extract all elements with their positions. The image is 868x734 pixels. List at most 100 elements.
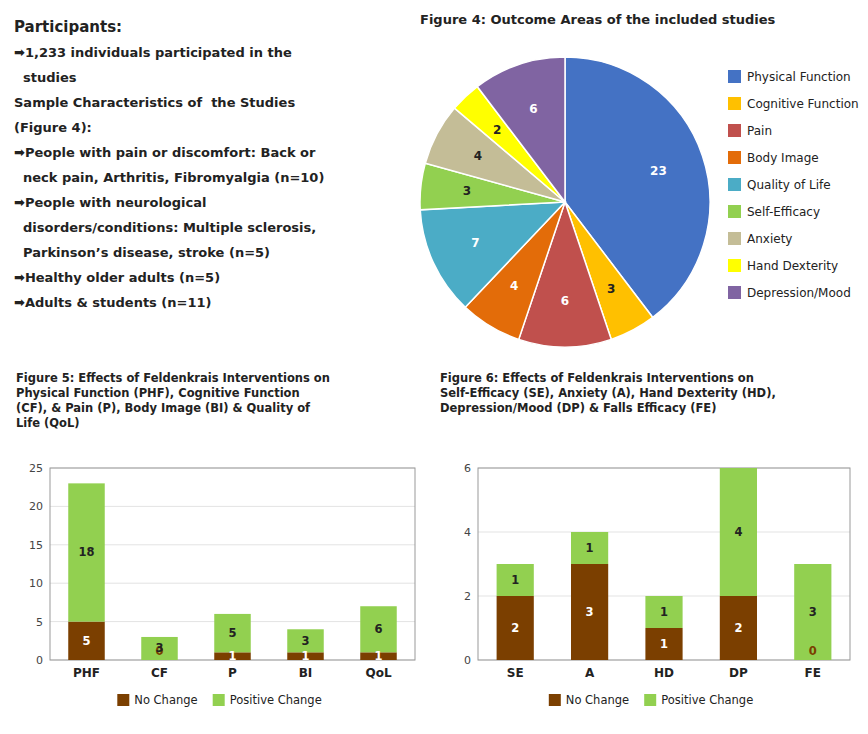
legend-entry: No Change [566, 693, 629, 707]
category-label: P [228, 666, 237, 680]
legend-swatch [644, 694, 656, 706]
data-label: 3 [607, 282, 615, 296]
data-label: 1 [301, 649, 309, 663]
legend-swatch [728, 232, 741, 245]
title-line: (CF), & Pain (P), Body Image (BI) & Qual… [16, 401, 311, 415]
annotation: neck pain, Arthritis, Fibromyalgia (n=10… [14, 170, 324, 185]
data-label: 4 [510, 279, 518, 293]
pie-slice [477, 57, 565, 202]
bar-segment [497, 564, 534, 596]
pie-slice [420, 202, 565, 307]
legend-swatch [117, 694, 129, 706]
figure: Participants:➡1,233 individuals particip… [0, 0, 868, 734]
y-ticks: 0 2 4 6 [464, 462, 471, 667]
x-ticks: SEAHDDPFE [507, 666, 821, 680]
bar-segment [571, 532, 608, 564]
annotation: ➡People with neurological [14, 195, 207, 210]
pie-chart: Participants:➡1,233 individuals particip… [14, 12, 859, 347]
bar-segment [720, 468, 757, 596]
title-line: Figure 5: Effects of Feldenkrais Interve… [16, 371, 330, 385]
data-label: 2 [493, 123, 501, 137]
legend-entry: Pain [747, 124, 772, 138]
category-label: QoL [365, 666, 391, 680]
annotations: Participants:➡1,233 individuals particip… [14, 18, 324, 310]
grid-line [478, 532, 850, 533]
bar-segment [645, 628, 682, 660]
bar-segment [141, 637, 178, 660]
annotation: Parkinson’s disease, stroke (n=5) [14, 245, 270, 260]
annotation: ➡Adults & students (n=11) [14, 295, 212, 310]
annotation: (Figure 4): [14, 120, 92, 135]
legend-swatch [728, 124, 741, 137]
category-label: BI [299, 666, 313, 680]
data-label: 0 [809, 644, 817, 658]
legend-entry: Depression/Mood [747, 286, 851, 300]
title-line: Figure 4: Outcome Areas of the included … [420, 12, 776, 27]
legend-entry: Hand Dexterity [747, 259, 838, 273]
bar-chart: Figure 6: Effects of Feldenkrais Interve… [440, 371, 850, 707]
x-ticks: PHF CF P BI QoL [73, 666, 392, 680]
bars [68, 483, 397, 660]
category-label: CF [151, 666, 168, 680]
data-label: 3 [155, 641, 163, 655]
data-label: 6 [374, 622, 382, 636]
data-labels: 2131112403 [511, 525, 817, 658]
data-label: 7 [471, 236, 479, 250]
data-label: 18 [78, 545, 94, 559]
tick-label: 0 [464, 654, 471, 667]
tick-label: 5 [36, 616, 43, 629]
title-line: Figure 6: Effects of Feldenkrais Interve… [440, 371, 754, 385]
chart-title: Figure 4: Outcome Areas of the included … [420, 12, 776, 27]
plot-frame [50, 468, 415, 660]
data-labels: 2336473426 [463, 102, 667, 308]
category-label: FE [805, 666, 821, 680]
legend-swatch [728, 151, 741, 164]
data-label: 3 [586, 605, 594, 619]
title-line: Physical Function (PHF), Cognitive Funct… [16, 386, 300, 400]
bars [497, 468, 832, 660]
annotation: Sample Characteristics of the Studies [14, 95, 295, 110]
chart-title: Figure 5: Effects of Feldenkrais Interve… [16, 371, 330, 430]
slices [420, 57, 710, 347]
bar-segment [68, 483, 105, 621]
annotation: ➡1,233 individuals participated in the [14, 45, 292, 60]
bar-segment [497, 596, 534, 660]
bar-segment [214, 614, 251, 652]
tick-label: 2 [464, 590, 471, 603]
bar-segment [645, 596, 682, 628]
tick-label: 15 [29, 539, 43, 552]
legend-entry: Positive Change [230, 693, 322, 707]
grid [50, 468, 415, 660]
category-label: PHF [73, 666, 100, 680]
title-line: Self-Efficacy (SE), Anxiety (A), Hand De… [440, 386, 776, 400]
tick-label: 6 [464, 462, 471, 475]
annotation: ➡People with pain or discomfort: Back or [14, 145, 316, 160]
data-label: 2 [734, 621, 742, 635]
data-label: 1 [374, 649, 382, 663]
legend-swatch [549, 694, 561, 706]
plot-frame [478, 468, 850, 660]
title-line: Depression/Mood (DP) & Falls Efficacy (F… [440, 401, 716, 415]
data-label: 3 [301, 634, 309, 648]
legend-entry: Quality of Life [747, 178, 831, 192]
tick-label: 25 [29, 462, 43, 475]
data-label: 5 [228, 626, 236, 640]
data-label: 3 [463, 184, 471, 198]
category-label: A [585, 666, 595, 680]
legend-swatch [728, 178, 741, 191]
bar-segment [720, 596, 757, 660]
category-label: DP [729, 666, 748, 680]
tick-label: 4 [464, 526, 471, 539]
legend-swatch [213, 694, 225, 706]
annotation: studies [14, 70, 77, 85]
y-ticks: 0510152025 [29, 462, 43, 667]
tick-label: 20 [29, 500, 43, 513]
data-label: 23 [650, 164, 667, 178]
data-label: 1 [228, 649, 236, 663]
data-label: 1 [511, 573, 519, 587]
legend-entry: Positive Change [661, 693, 753, 707]
annotation: disorders/conditions: Multiple sclerosis… [14, 220, 316, 235]
legend: No ChangePositive Change [117, 693, 321, 707]
legend: Physical FunctionCognitive FunctionPainB… [728, 70, 859, 300]
bar-chart: Figure 5: Effects of Feldenkrais Interve… [16, 371, 415, 707]
